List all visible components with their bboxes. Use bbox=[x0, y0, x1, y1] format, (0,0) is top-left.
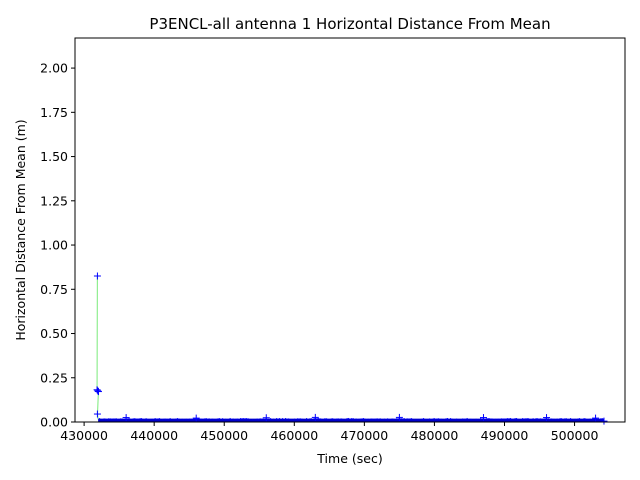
y-tick-label: 1.00 bbox=[40, 238, 68, 253]
y-tick-label: 2.00 bbox=[40, 61, 68, 76]
data-point bbox=[262, 414, 270, 422]
y-tick-label: 1.75 bbox=[40, 105, 68, 120]
data-point bbox=[93, 386, 101, 394]
data-point bbox=[479, 414, 487, 422]
y-tick-label: 1.25 bbox=[40, 193, 68, 208]
plot-area bbox=[93, 272, 608, 425]
data-point bbox=[192, 414, 200, 422]
data-point bbox=[543, 414, 551, 422]
x-tick-label: 490000 bbox=[481, 428, 529, 443]
y-tick-label: 0.50 bbox=[40, 326, 68, 341]
y-tick-label: 0.75 bbox=[40, 282, 68, 297]
x-tick-label: 480000 bbox=[411, 428, 459, 443]
plot-frame bbox=[74, 37, 626, 423]
y-tick-label: 0.25 bbox=[40, 370, 68, 385]
series-connector-line bbox=[96, 276, 100, 420]
x-tick-label: 430000 bbox=[60, 428, 108, 443]
data-point bbox=[600, 417, 608, 425]
x-tick-label: 450000 bbox=[200, 428, 248, 443]
x-tick-label: 440000 bbox=[130, 428, 178, 443]
data-point bbox=[592, 414, 600, 422]
x-tick-label: 500000 bbox=[551, 428, 599, 443]
x-axis: 430000 440000 450000 460000 470000 480000 4900… bbox=[60, 422, 598, 443]
data-point bbox=[93, 272, 101, 280]
x-tick-label: 470000 bbox=[341, 428, 389, 443]
y-tick-label: 1.50 bbox=[40, 149, 68, 164]
data-point bbox=[94, 388, 102, 396]
x-tick-label: 460000 bbox=[270, 428, 318, 443]
data-point bbox=[122, 414, 130, 422]
data-point bbox=[94, 387, 102, 395]
x-axis-title: Time (sec) bbox=[316, 451, 382, 466]
y-tick-label: 0.00 bbox=[40, 415, 68, 430]
data-point bbox=[93, 410, 101, 418]
dense-band-fill bbox=[98, 418, 604, 422]
data-point bbox=[311, 413, 319, 421]
chart-title: P3ENCL-all antenna 1 Horizontal Distance… bbox=[149, 15, 550, 33]
y-axis-title: Horizontal Distance From Mean (m) bbox=[13, 119, 28, 340]
data-point bbox=[395, 413, 403, 421]
y-axis: 0.00 0.25 0.50 0.75 1.00 1.25 1.50 1.75 2.00 bbox=[40, 61, 75, 430]
